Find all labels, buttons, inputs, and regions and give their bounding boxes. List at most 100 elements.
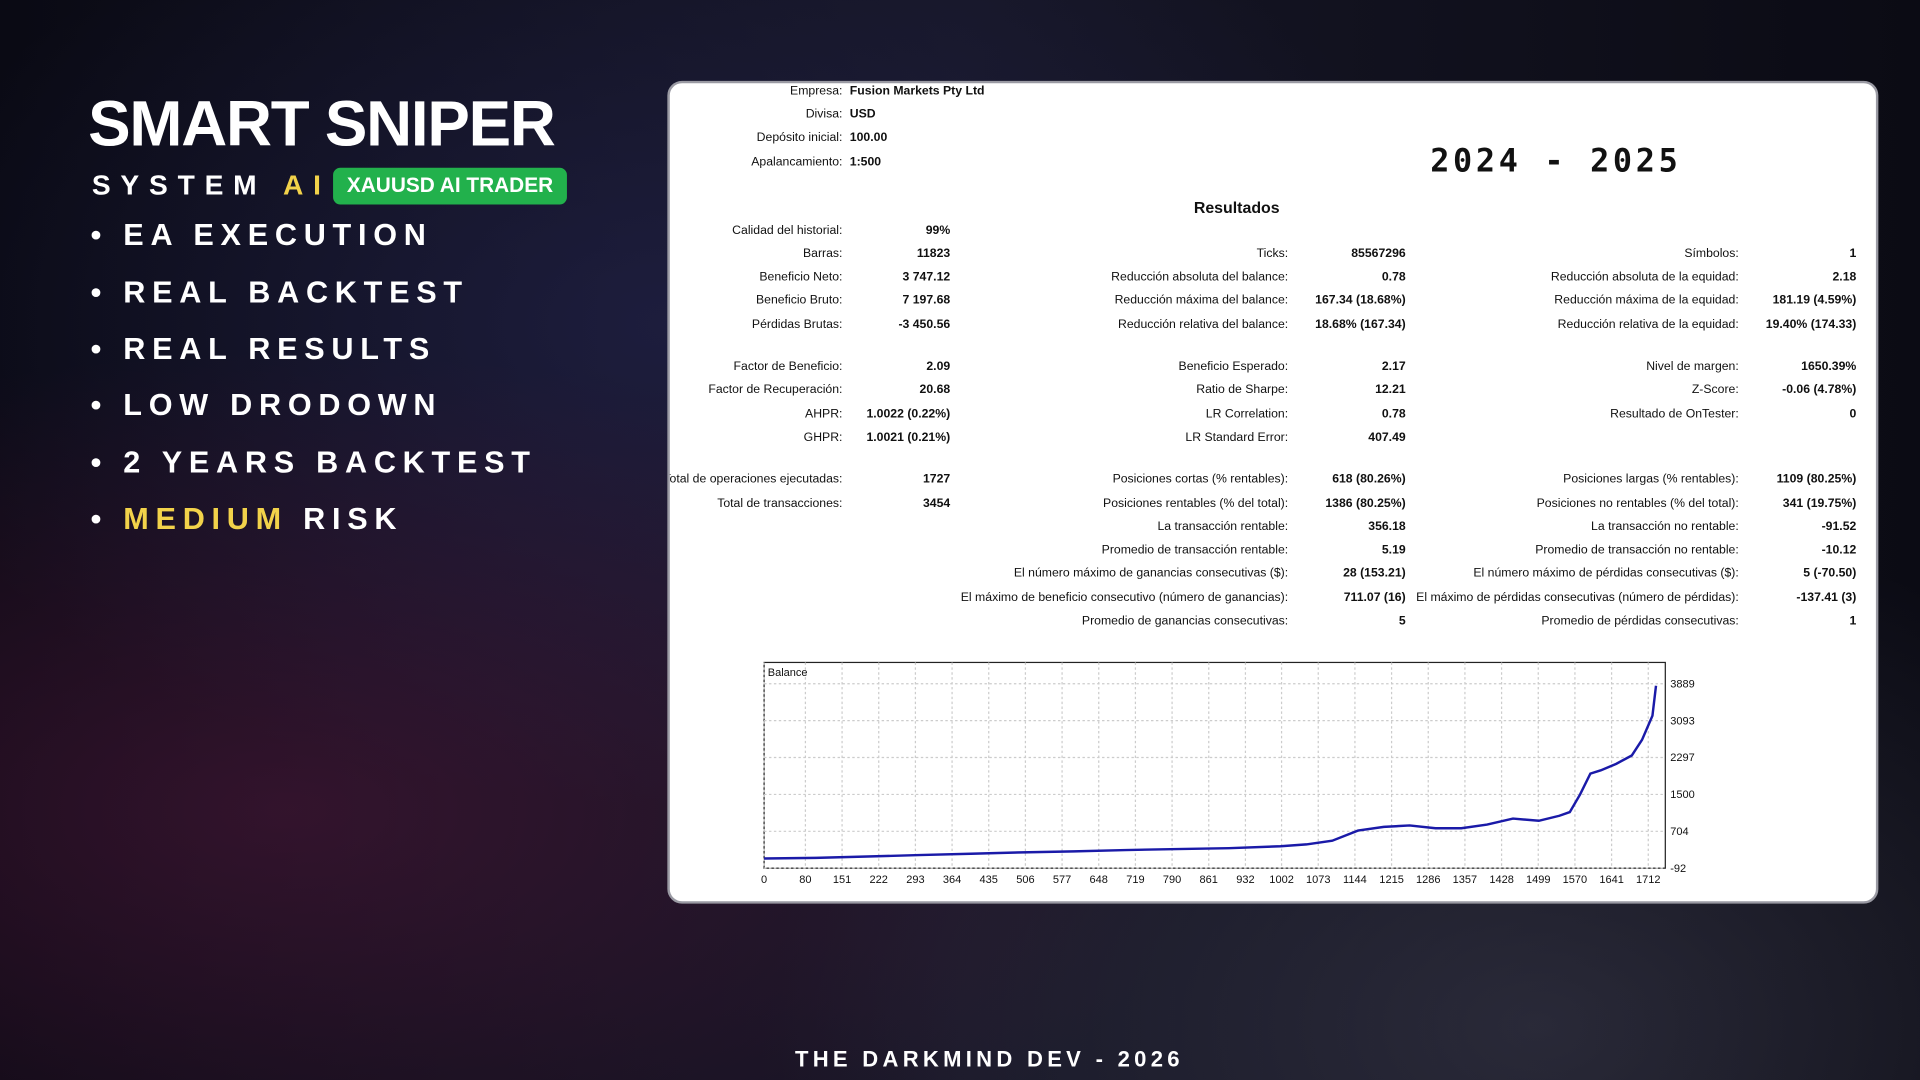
stat-label: Promedio de ganancias consecutivas: — [1081, 614, 1289, 629]
x-tick-label: 861 — [1200, 874, 1218, 886]
stat-label: Calidad del historial: — [732, 224, 843, 238]
stat-label: Nivel de margen: — [1646, 360, 1739, 374]
stat-value: 99% — [925, 224, 951, 238]
x-tick-label: 790 — [1163, 874, 1181, 886]
stat-value: 1650.39% — [1801, 360, 1857, 374]
stat-value: 1727 — [922, 472, 951, 487]
bullet-text: REAL RESULTS — [123, 331, 437, 367]
stat-label: Factor de Recuperación: — [708, 383, 843, 397]
stat-value: 18.68% (167.34) — [1315, 318, 1406, 332]
info-value: 100.00 — [849, 131, 888, 145]
x-tick-label: 222 — [870, 874, 888, 886]
stat-value: 1.0022 (0.22%) — [866, 407, 951, 422]
stat-label: El número máximo de ganancias consecutiv… — [1013, 566, 1289, 581]
stat-label: Reducción relativa de la equidad: — [1557, 318, 1739, 332]
x-tick-label: 648 — [1090, 874, 1108, 886]
info-value: USD — [849, 107, 876, 122]
x-tick-label: 0 — [761, 874, 767, 886]
bullet-text: REAL BACKTEST — [123, 275, 469, 310]
x-tick-label: 1357 — [1453, 874, 1478, 886]
y-tick-label: 2297 — [1670, 752, 1695, 764]
subtitle-accent: AI — [283, 168, 331, 201]
stat-value: 341 (19.75%) — [1782, 497, 1857, 511]
stat-value: -3 450.56 — [898, 318, 951, 332]
stat-value: 19.40% (174.33) — [1765, 318, 1857, 332]
info-label: Apalancamiento: — [751, 155, 843, 169]
x-tick-label: 1712 — [1636, 874, 1661, 886]
stat-value: -91.52 — [1821, 520, 1857, 534]
stat-label: LR Correlation: — [1205, 407, 1289, 422]
info-label: Depósito inicial: — [756, 131, 843, 145]
balance-line — [764, 685, 1658, 860]
x-tick-label: 1002 — [1269, 874, 1294, 886]
stat-label: Posiciones cortas (% rentables): — [1112, 472, 1289, 487]
balance-chart: 0 80 151 222 293 364 435 506 577 648 719 790 861 932 1… — [761, 661, 1695, 886]
stat-value: 5 — [1398, 614, 1406, 629]
stat-label: Total de operaciones ejecutadas: — [667, 472, 843, 487]
stat-label: El máximo de pérdidas consecutivas (núme… — [1416, 591, 1739, 605]
stat-label: El máximo de beneficio consecutivo (núme… — [960, 591, 1289, 605]
bullet-text: 2 YEARS BACKTEST — [123, 445, 537, 481]
stat-label: Promedio de transacción no rentable: — [1535, 543, 1739, 558]
stat-value: 28 (153.21) — [1343, 566, 1406, 581]
stat-label: Beneficio Esperado: — [1178, 360, 1289, 374]
stat-label: Total de transacciones: — [717, 497, 843, 511]
footer: THE DARKMIND DEV - 2026 — [794, 1046, 1184, 1072]
chart-label: Balance — [768, 667, 808, 679]
bullet: • EA EXECUTION — [90, 217, 433, 253]
stat-label: La transacción rentable: — [1157, 520, 1289, 534]
x-tick-label: 506 — [1016, 874, 1034, 886]
x-tick-label: 1641 — [1599, 874, 1624, 886]
stat-value: 3 747.12 — [902, 270, 951, 285]
stat-label: El número máximo de pérdidas consecutiva… — [1473, 566, 1739, 581]
stat-value: 1386 (80.25%) — [1325, 497, 1406, 511]
report-panel: Empresa: Fusion Markets Pty Ltd Divisa: USD… — [667, 80, 1879, 904]
x-tick-label: 80 — [799, 874, 811, 886]
info-label: Divisa: — [805, 107, 843, 122]
x-tick-label: 364 — [943, 874, 961, 886]
stat-value: 711.07 (16) — [1343, 591, 1406, 605]
stat-label: Beneficio Neto: — [759, 270, 843, 285]
stat-label: Z-Score: — [1691, 383, 1739, 397]
stat-value: -137.41 (3) — [1796, 591, 1857, 605]
x-tick-label: 1073 — [1306, 874, 1331, 886]
stat-label: Ratio de Sharpe: — [1196, 383, 1289, 397]
stat-label: Reducción absoluta de la equidad: — [1550, 270, 1739, 285]
stat-value: 2.17 — [1381, 360, 1406, 374]
stat-value: 12.21 — [1375, 383, 1406, 397]
bullet: • MEDIUM RISK — [90, 502, 404, 537]
stat-value: 618 (80.26%) — [1332, 472, 1406, 487]
info-value: 1:500 — [849, 155, 882, 169]
y-tick-label: 1500 — [1670, 789, 1695, 801]
stat-value: 3454 — [922, 497, 951, 511]
stat-value: 407.49 — [1368, 431, 1406, 445]
stat-label: Reducción relativa del balance: — [1117, 318, 1289, 332]
x-tick-label: 932 — [1236, 874, 1254, 886]
stat-value: 0 — [1849, 407, 1857, 422]
stat-value: 181.19 (4.59%) — [1772, 293, 1857, 308]
stat-value: 5.19 — [1381, 543, 1406, 558]
stat-label: Promedio de transacción rentable: — [1101, 543, 1289, 558]
x-tick-label: 1570 — [1563, 874, 1588, 886]
risk-level: MEDIUM — [123, 502, 288, 537]
x-tick-label: 719 — [1126, 874, 1144, 886]
stat-label: Posiciones no rentables (% del total): — [1536, 497, 1739, 511]
stat-label: Símbolos: — [1684, 247, 1739, 261]
info-label: Empresa: — [790, 84, 843, 98]
x-tick-label: 577 — [1053, 874, 1071, 886]
x-tick-label: 1144 — [1343, 874, 1367, 886]
x-tick-label: 151 — [833, 874, 851, 886]
y-tick-label: 3093 — [1670, 715, 1695, 727]
bullet-text: EA EXECUTION — [123, 217, 433, 253]
stat-label: Ticks: — [1256, 247, 1289, 261]
stat-label: Factor de Beneficio: — [733, 360, 843, 374]
results-title: Resultados — [1193, 198, 1280, 217]
stat-label: Posiciones rentables (% del total): — [1103, 497, 1289, 511]
stat-label: Posiciones largas (% rentables): — [1563, 472, 1739, 487]
y-tick-label: 3889 — [1670, 678, 1695, 690]
stat-label: La transacción no rentable: — [1591, 520, 1739, 534]
stat-value: 1.0021 (0.21%) — [866, 431, 951, 445]
x-tick-label: 293 — [906, 874, 924, 886]
y-tick-label: -92 — [1670, 863, 1686, 875]
